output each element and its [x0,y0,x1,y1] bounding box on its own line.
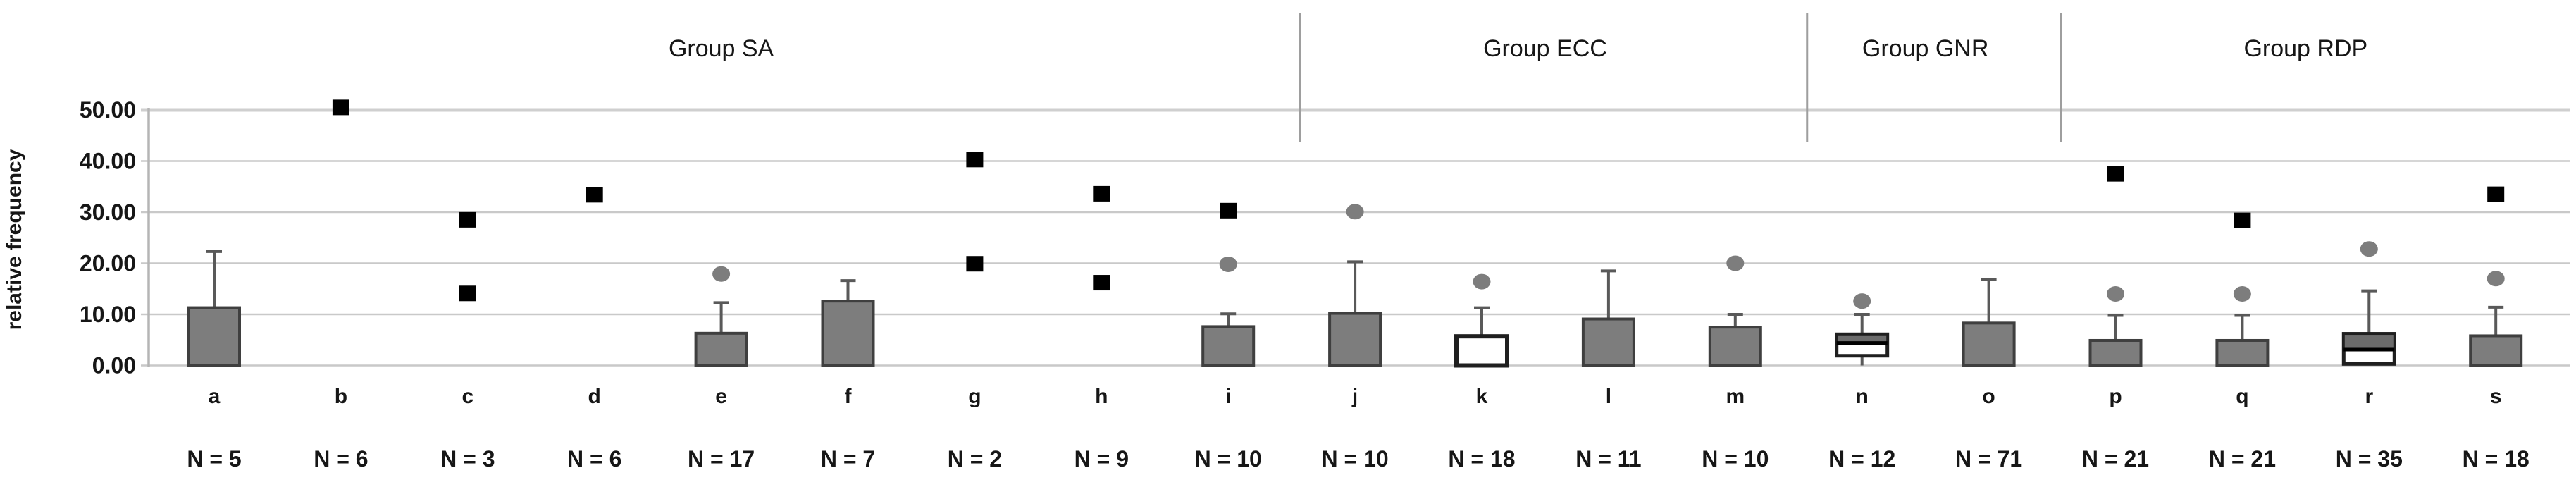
ytick-label-50: 50.00 [80,97,136,123]
ytick-label-0: 0.00 [92,353,136,379]
category-label-s: s [2490,385,2502,408]
category-label-g: g [968,385,981,408]
outlier-square-g-0 [966,152,984,168]
box-j [1328,312,1382,367]
category-label-b: b [335,385,347,408]
box-upper-r [2342,333,2396,351]
outlier-circle-m-0 [1726,255,1745,271]
category-label-r: r [2365,385,2373,408]
outlier-square-s-0 [2487,186,2505,202]
n-label-j: N = 10 [1322,446,1389,472]
box-f [821,300,875,367]
outlier-circle-q-0 [2233,286,2251,302]
category-label-f: f [845,385,853,408]
n-label-n: N = 12 [1828,446,1895,472]
outlier-circle-s-0 [2487,271,2505,287]
category-label-i: i [1225,385,1231,408]
n-label-f: N = 7 [821,446,875,472]
category-label-l: l [1606,385,1611,408]
outlier-circle-e-0 [712,266,731,282]
outlier-circle-k-0 [1473,273,1491,290]
category-label-q: q [2236,385,2248,408]
n-label-q: N = 21 [2209,446,2276,472]
n-label-i: N = 10 [1195,446,1262,472]
outlier-square-i-0 [1220,202,1237,219]
box-q [2215,338,2270,367]
group-title-group-ecc: Group ECC [1483,35,1607,62]
n-label-b: N = 6 [314,446,368,472]
chart-content: 0.00 10.00 20.00 30.00 40.00 50.00 Group SA Gro… [80,13,2570,472]
n-label-k: N = 18 [1448,446,1515,472]
n-label-g: N = 2 [948,446,1002,472]
outlier-circle-r-0 [2360,241,2378,257]
box-m [1708,326,1762,367]
box-e [694,331,748,367]
ytick-label-30: 30.00 [80,199,136,225]
outlier-square-d-0 [586,187,603,203]
outlier-circle-n-0 [1853,293,1871,309]
category-label-m: m [1726,385,1745,408]
n-label-d: N = 6 [567,446,621,472]
n-label-c: N = 3 [440,446,495,472]
outlier-circle-p-0 [2107,286,2124,302]
category-label-h: h [1095,385,1108,408]
box-l [1581,317,1635,367]
category-label-c: c [462,385,473,408]
ytick-label-20: 20.00 [80,251,136,276]
ytick-label-40: 40.00 [80,149,136,174]
box-o [1962,321,2016,367]
category-label-k: k [1476,385,1488,408]
box-i [1201,325,1256,367]
outlier-square-g-1 [966,256,984,272]
outlier-circle-i-0 [1219,256,1237,272]
box-p [2088,338,2143,367]
group-title-group-sa: Group SA [669,35,774,62]
ytick-label-10: 10.00 [80,302,136,327]
outlier-square-h-0 [1093,185,1110,202]
category-label-d: d [588,385,601,408]
n-label-m: N = 10 [1702,446,1769,472]
n-label-r: N = 35 [2336,446,2403,472]
category-label-e: e [715,385,727,408]
category-label-a: a [209,385,221,408]
category-label-n: n [1856,385,1869,408]
category-label-o: o [1982,385,1995,408]
group-title-group-rdp: Group RDP [2243,35,2367,62]
n-label-o: N = 71 [1955,446,2022,472]
category-label-p: p [2109,385,2122,408]
y-axis-title: relative frequency [3,149,26,330]
box-s [2469,334,2523,367]
n-label-l: N = 11 [1575,446,1641,472]
n-label-s: N = 18 [2463,446,2529,472]
outlier-square-b-0 [332,99,349,116]
box-a [187,306,241,367]
n-label-e: N = 17 [688,446,755,472]
n-label-a: N = 5 [187,446,241,472]
outlier-square-h-1 [1093,275,1110,291]
outlier-square-c-1 [459,285,476,302]
outlier-circle-j-0 [1346,204,1364,220]
group-title-group-gnr: Group GNR [1862,35,1989,62]
category-label-j: j [1351,385,1358,408]
n-label-p: N = 21 [2082,446,2149,472]
n-label-h: N = 9 [1075,446,1129,472]
outlier-square-p-0 [2107,166,2124,182]
box-k [1454,334,1509,368]
outlier-square-q-0 [2234,212,2251,228]
outlier-square-c-0 [459,211,476,228]
